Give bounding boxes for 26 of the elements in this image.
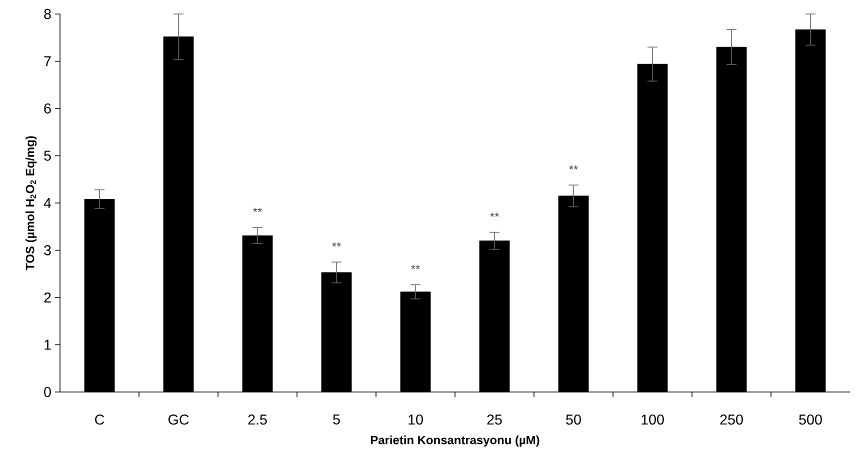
x-axis-title: Parietin Konsantrasyonu (µM) xyxy=(370,436,540,447)
annotation: ** xyxy=(490,212,499,217)
y-tick-label: 1 xyxy=(44,340,51,350)
y-tick-label: 6 xyxy=(44,103,51,114)
y-tick-label: 5 xyxy=(44,150,51,161)
x-tick-label: 5 xyxy=(333,414,340,425)
y-tick-label: 8 xyxy=(44,8,51,20)
y-tick-label: 4 xyxy=(44,198,52,208)
y-axis-title: TOS (µmol H$_{2}$O$_{2}$ Eq/mg) xyxy=(25,136,37,270)
x-tick-label: 500 xyxy=(799,414,822,425)
x-tick-label: 25 xyxy=(487,414,502,425)
y-tick-label: 3 xyxy=(44,245,51,256)
x-tick-label: 2.5 xyxy=(248,414,267,425)
y-tick-label: 0 xyxy=(44,386,51,398)
x-tick-label: GC xyxy=(168,414,189,425)
annotation: ** xyxy=(411,264,420,270)
annotation: ** xyxy=(253,208,262,212)
x-tick-label: 50 xyxy=(566,414,581,425)
y-tick-label: 7 xyxy=(44,56,51,66)
annotation: ** xyxy=(332,242,341,246)
x-tick-label: 250 xyxy=(720,414,743,425)
annotation: ** xyxy=(569,165,578,170)
x-tick-label: C xyxy=(95,414,104,425)
y-tick-label: 2 xyxy=(44,292,51,302)
x-tick-label: 100 xyxy=(642,414,664,425)
x-tick-label: 10 xyxy=(408,414,423,425)
